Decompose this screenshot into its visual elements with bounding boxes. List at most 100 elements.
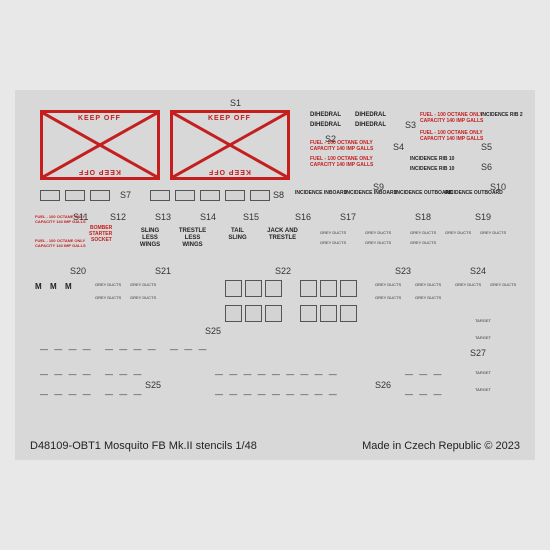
bracket-box	[300, 280, 317, 297]
inc-rib10: INCIDENCE RIB 10	[410, 156, 454, 162]
tiny: TARGET	[475, 370, 491, 375]
tiny: GREY DUCTS	[130, 282, 156, 287]
capacity-txt: CAPACITY 140 IMP GALLS	[420, 118, 483, 124]
keep-off-label-inv: KEEP OFF	[208, 168, 251, 175]
bracket-box	[265, 280, 282, 297]
s-label: S14	[200, 212, 216, 222]
stencil-box	[40, 190, 60, 201]
dihedral-txt: DIHEDRAL	[355, 112, 386, 118]
tiny: GREY DUCTS	[445, 230, 471, 235]
s-label: S20	[70, 266, 86, 276]
stencil-box	[200, 190, 220, 201]
bracket-box	[265, 305, 282, 322]
s-label: S5	[481, 142, 492, 152]
capacity-txt: CAPACITY 140 IMP GALLS	[310, 162, 373, 168]
keep-off-box-2: KEEP OFF KEEP OFF	[170, 110, 290, 180]
capacity-txt: CAPACITY 140 IMP GALLS	[310, 146, 373, 152]
m: M	[35, 282, 42, 291]
s-label: S8	[273, 190, 284, 200]
tiny: GREY DUCTS	[415, 282, 441, 287]
tiny: TARGET	[475, 335, 491, 340]
keep-off-box-1: KEEP OFF KEEP OFF	[40, 110, 160, 180]
tiny: GREY DUCTS	[410, 230, 436, 235]
dashes: — — —	[105, 370, 143, 379]
socket: SOCKET	[91, 237, 112, 243]
m: M	[65, 282, 72, 291]
keep-off-label-inv: KEEP OFF	[78, 168, 121, 175]
tiny: TARGET	[475, 387, 491, 392]
tiny: GREY DUCTS	[375, 295, 401, 300]
tiny: GREY DUCTS	[320, 230, 346, 235]
s-label: S6	[481, 162, 492, 172]
bracket-box	[245, 305, 262, 322]
dihedral-txt: DIHEDRAL	[355, 122, 386, 128]
bracket-box	[320, 305, 337, 322]
dihedral-txt: DIHEDRAL	[310, 112, 341, 118]
stencil-box	[65, 190, 85, 201]
keep-off-label: KEEP OFF	[78, 115, 121, 122]
dashes: — — — —	[40, 390, 93, 399]
footer-left: D48109-OBT1 Mosquito FB Mk.II stencils 1…	[30, 440, 257, 452]
tiny: GREY DUCTS	[415, 295, 441, 300]
sling: SLING LESS WINGS	[135, 228, 165, 249]
capacity-txt: CAPACITY 140 IMP GALLS	[420, 136, 483, 142]
tiny: GREY DUCTS	[375, 282, 401, 287]
keep-off-label: KEEP OFF	[208, 115, 251, 122]
s-label: S27	[470, 348, 486, 358]
s-label: S2	[325, 134, 336, 144]
inc-in: INCIDENCE INBOARD	[345, 190, 397, 196]
bracket-box	[300, 305, 317, 322]
tiny: TARGET	[475, 318, 491, 323]
tiny: GREY DUCTS	[455, 282, 481, 287]
s-label: S19	[475, 212, 491, 222]
dashes: — — — —	[40, 345, 93, 354]
inc-in: INCIDENCE INBOARD	[295, 190, 347, 196]
s-label: S13	[155, 212, 171, 222]
s-label: S4	[393, 142, 404, 152]
s-label: S22	[275, 266, 291, 276]
cap2: CAPACITY 140 IMP GALLS	[35, 243, 86, 248]
s-label: S23	[395, 266, 411, 276]
s-label: S24	[470, 266, 486, 276]
s-label: S15	[243, 212, 259, 222]
s-label: S10	[490, 182, 506, 192]
bracket-box	[225, 305, 242, 322]
s-label: S11	[73, 212, 88, 222]
decal-sheet: KEEP OFF KEEP OFF KEEP OFF KEEP OFF DIHE…	[15, 90, 535, 460]
s-label: S7	[120, 190, 131, 200]
tiny: GREY DUCTS	[365, 240, 391, 245]
inc-rib10: INCIDENCE RIB 10	[410, 166, 454, 172]
s-label: S9	[373, 182, 384, 192]
bracket-box	[340, 305, 357, 322]
tail: TAIL SLING	[225, 228, 250, 242]
tiny: GREY DUCTS	[130, 295, 156, 300]
tiny: GREY DUCTS	[95, 295, 121, 300]
dashes: — — — —	[105, 345, 158, 354]
s-label: S1	[230, 98, 241, 108]
bracket-box	[225, 280, 242, 297]
tiny: GREY DUCTS	[365, 230, 391, 235]
jack: JACK AND TRESTLE	[265, 228, 300, 242]
dashes: — — —	[405, 370, 443, 379]
footer-right: Made in Czech Republic © 2023	[362, 440, 520, 452]
dashes: — — —	[170, 345, 208, 354]
bracket-box	[340, 280, 357, 297]
trestle: TRESTLE LESS WINGS	[175, 228, 210, 249]
stencil-box	[90, 190, 110, 201]
tiny: GREY DUCTS	[480, 230, 506, 235]
s-label: S25	[145, 380, 161, 390]
stencil-box	[225, 190, 245, 201]
tiny: GREY DUCTS	[320, 240, 346, 245]
stencil-box	[250, 190, 270, 201]
s-label: S21	[155, 266, 171, 276]
tiny: GREY DUCTS	[410, 240, 436, 245]
s-label: S17	[340, 212, 356, 222]
bracket-box	[245, 280, 262, 297]
dihedral-txt: DIHEDRAL	[310, 122, 341, 128]
s-label: S26	[375, 380, 391, 390]
stencil-box	[175, 190, 195, 201]
s-label: S25	[205, 326, 221, 336]
bracket-box	[320, 280, 337, 297]
dashes: — — — — — — — — —	[215, 390, 339, 399]
dashes: — — —	[105, 390, 143, 399]
